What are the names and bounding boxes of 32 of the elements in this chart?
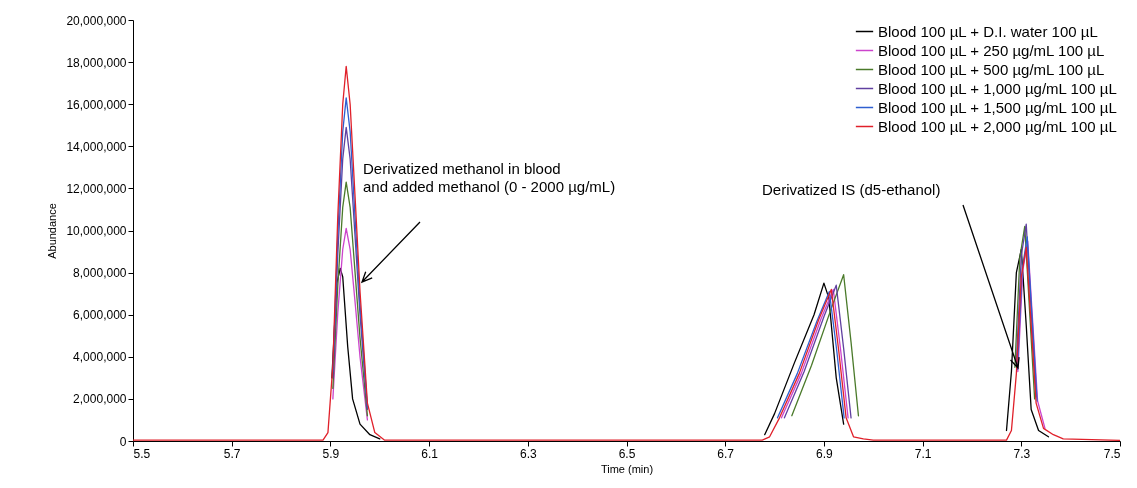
x-tick-label: 6.9 <box>816 446 834 461</box>
legend-label: Blood 100 µL + 250 µg/mL 100 µL <box>878 41 1105 59</box>
x-tick-label: 6.5 <box>618 446 636 461</box>
legend-label: Blood 100 µL + D.I. water 100 µL <box>878 22 1098 40</box>
y-tick-label: 16,000,000 <box>66 97 127 112</box>
legend-label: Blood 100 µL + 1,500 µg/mL 100 µL <box>878 98 1117 116</box>
y-tick-label: 12,000,000 <box>66 181 127 196</box>
legend-label: Blood 100 µL + 2,000 µg/mL 100 µL <box>878 117 1117 135</box>
x-tick-label: 5.9 <box>322 446 340 461</box>
x-tick-label: 6.3 <box>519 446 537 461</box>
y-tick-label: 8,000,000 <box>73 266 127 281</box>
y-tick-label: 4,000,000 <box>73 350 127 365</box>
x-tick-label: 7.5 <box>1103 446 1121 461</box>
x-tick-label: 6.7 <box>717 446 735 461</box>
y-tick-label: 20,000,000 <box>66 13 127 28</box>
x-tick-label: 5.7 <box>223 446 241 461</box>
x-tick-label: 5.5 <box>133 446 151 461</box>
x-tick-label: 7.3 <box>1013 446 1031 461</box>
x-axis-title: Time (min) <box>600 462 654 475</box>
y-tick-label: 10,000,000 <box>66 224 127 238</box>
y-tick-label: 18,000,000 <box>66 55 127 70</box>
annotation: Derivatized methanol in blood and added methanol (0 - 2000 µg/mL) <box>363 160 616 195</box>
y-tick-label: 0 <box>119 434 127 449</box>
y-tick-label: 6,000,000 <box>73 308 127 323</box>
y-axis-title: Abundance <box>46 203 59 259</box>
legend-label: Blood 100 µL + 500 µg/mL 100 µL <box>878 60 1105 78</box>
y-tick-label: 2,000,000 <box>73 392 127 407</box>
annotation: Derivatized IS (d5-ethanol) <box>762 181 941 198</box>
legend-label: Blood 100 µL + 1,000 µg/mL 100 µL <box>878 79 1117 97</box>
y-tick-label: 14,000,000 <box>66 139 127 154</box>
x-tick-label: 6.1 <box>421 446 439 461</box>
x-tick-label: 7.1 <box>914 446 932 461</box>
